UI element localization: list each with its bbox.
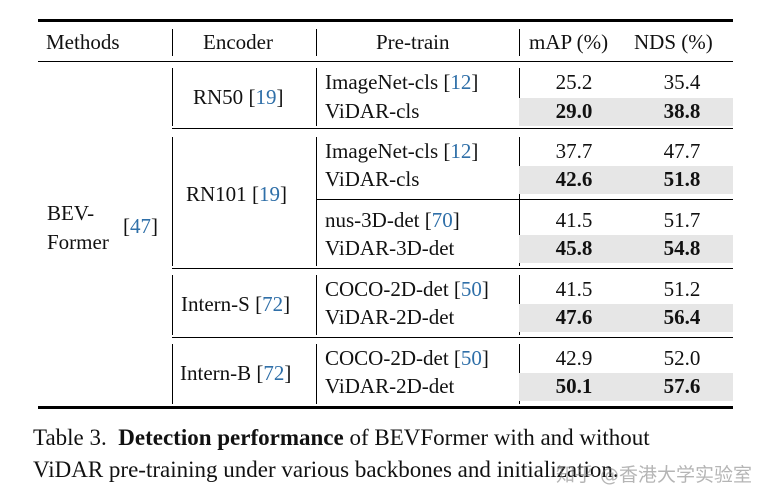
encoder-intern-s-cite[interactable]: 72 [262,292,284,316]
highlight-row [519,235,733,263]
map-value: 47.6 [555,305,593,329]
group-rn101-inner-rule [316,199,733,200]
header-divider-3 [519,29,520,56]
header-pretrain: Pre-train [376,30,450,54]
nds-value: 51.2 [663,277,701,301]
pretrain-cell: ViDAR-cls [325,167,420,191]
bottom-rule [38,406,733,409]
watermark: 知乎 @香港大学实验室 [556,464,753,486]
nds-value: 52.0 [663,346,701,370]
nds-value: 51.7 [663,208,701,232]
map-value: 41.5 [555,208,593,232]
pretrain-cell: ViDAR-2D-det [325,374,455,398]
group-internb-left-rule [172,344,173,404]
header-divider-2 [316,29,317,56]
pretrain-cite[interactable]: 70 [431,208,453,232]
header-methods: Methods [46,30,120,54]
map-value: 42.6 [555,167,593,191]
caption-line-1: Table 3. Detection performance of BEVFor… [33,422,650,454]
pretrain-cell: ViDAR-2D-det [325,305,455,329]
group-rn101-mid-rule [316,137,317,266]
nds-value: 51.8 [663,167,701,191]
group-rn101-right-rule [519,137,520,266]
map-value: 25.2 [555,70,593,94]
map-value: 50.1 [555,374,593,398]
group-rn50-right-rule [519,68,520,126]
group-interns-left-rule [172,275,173,335]
highlight-row [519,373,733,401]
caption-bold: Detection performance [118,425,344,450]
pretrain-cite[interactable]: 50 [460,277,482,301]
encoder-rn50: RN50 [19] [193,85,284,109]
method-name-text: Former [47,230,109,254]
encoder-rn50-cite[interactable]: 19 [255,85,277,109]
highlight-row [519,98,733,126]
header-map: mAP (%) [529,30,609,54]
pretrain-cite[interactable]: 12 [450,139,472,163]
group-rn50-bottom-rule [172,128,733,129]
encoder-rn101: RN101 [19] [186,182,287,206]
pretrain-cell: COCO-2D-det [50] [325,346,489,370]
caption-label: Table 3. [33,425,107,450]
map-value: 45.8 [555,236,593,260]
pretrain-cell: ViDAR-3D-det [325,236,455,260]
pretrain-cell: ImageNet-cls [12] [325,139,479,163]
encoder-intern-s: Intern-S [72] [181,292,291,316]
nds-value: 54.8 [663,236,701,260]
group-rn101-left-rule [172,137,173,266]
nds-value: 35.4 [663,70,701,94]
highlight-row [519,304,733,332]
method-citation: [47] [123,214,158,238]
pretrain-cite[interactable]: 50 [460,346,482,370]
nds-value: 57.6 [663,374,701,398]
nds-value: 47.7 [663,139,701,163]
method-cite-link[interactable]: 47 [130,214,151,238]
map-value: 42.9 [555,346,593,370]
group-rn101-bottom-rule [172,268,733,269]
pretrain-cite[interactable]: 12 [450,70,472,94]
pretrain-cell: ImageNet-cls [12] [325,70,479,94]
method-name-line2: Former [47,229,109,255]
pretrain-cell: ViDAR-cls [325,99,420,123]
caption-rest: of BEVFormer with and without [343,425,650,450]
pretrain-cell: COCO-2D-det [50] [325,277,489,301]
nds-value: 38.8 [663,99,701,123]
highlight-row [519,166,733,194]
encoder-intern-b: Intern-B [72] [180,361,292,385]
header-divider-1 [172,29,173,56]
map-value: 41.5 [555,277,593,301]
map-value: 29.0 [555,99,593,123]
header-encoder: Encoder [203,30,273,54]
group-interns-mid-rule [316,275,317,335]
group-interns-bottom-rule [172,337,733,338]
pretrain-cell: nus-3D-det [70] [325,208,460,232]
group-rn50-mid-rule [316,68,317,126]
header-rule [38,61,733,62]
group-rn50-left-rule [172,68,173,126]
caption-line-2: ViDAR pre-training under various backbon… [33,457,619,482]
group-internb-mid-rule [316,344,317,404]
method-name-line1: BEV- [47,201,95,225]
encoder-intern-b-cite[interactable]: 72 [263,361,285,385]
map-value: 37.7 [555,139,593,163]
encoder-rn101-cite[interactable]: 19 [258,182,280,206]
nds-value: 56.4 [663,305,701,329]
top-rule [38,19,733,22]
header-nds: NDS (%) [634,30,713,54]
